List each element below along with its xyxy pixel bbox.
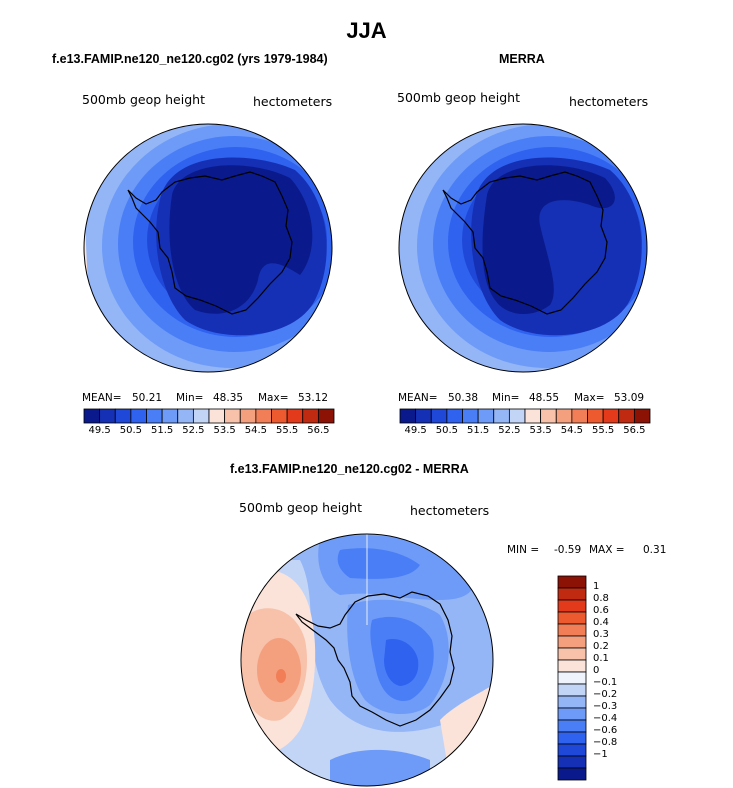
colorbar-swatch	[557, 719, 587, 733]
colorbar-tick-label: 51.5	[466, 425, 490, 436]
diff-colorbar	[557, 575, 587, 781]
colorbar-swatch	[557, 743, 587, 757]
diff-min-value: -0.59	[554, 544, 582, 556]
colorbar-tick-label: 56.5	[307, 425, 330, 436]
panel-2-title: MERRA	[499, 52, 545, 66]
colorbar-swatch	[557, 695, 587, 709]
panel-1-antarctica-outline	[127, 171, 293, 315]
colorbar-swatch	[557, 587, 587, 601]
panel-2-max-value: 53.09	[614, 392, 645, 404]
colorbar-tick-label: 0.8	[593, 593, 609, 604]
colorbar-tick-label: 51.5	[150, 425, 174, 436]
colorbar-tick-label: 0.6	[593, 605, 609, 616]
colorbar-swatch	[557, 755, 587, 769]
diff-panel-title: f.e13.FAMIP.ne120_ne120.cg02 - MERRA	[230, 462, 469, 476]
panel-2-units-label: hectometers	[569, 94, 649, 109]
colorbar-tick-label: 55.5	[591, 425, 615, 436]
panel-2-min-label: Min=	[492, 392, 520, 404]
panel-1-colorbar	[83, 408, 335, 424]
colorbar-swatch	[557, 731, 587, 745]
colorbar-tick-label: 55.5	[275, 425, 299, 436]
panel-2-mean-value: 50.38	[448, 392, 479, 404]
panel-2-min-value: 48.55	[529, 392, 560, 404]
colorbar-swatch	[557, 707, 587, 721]
colorbar-tick-label: −0.6	[593, 725, 618, 736]
colorbar-tick-label: 53.5	[213, 425, 236, 436]
panel-2-field-label: 500mb geop height	[397, 90, 520, 105]
colorbar-tick-label: 53.5	[529, 425, 552, 436]
colorbar-tick-label: −0.1	[593, 677, 618, 688]
colorbar-tick-label: −0.3	[593, 701, 618, 712]
diff-max-value: 0.31	[643, 544, 667, 556]
colorbar-tick-label: −0.4	[593, 713, 618, 724]
page-title: JJA	[346, 18, 387, 43]
diff-field-label: 500mb geop height	[239, 500, 362, 515]
colorbar-swatch	[557, 683, 587, 697]
colorbar-tick-label: −1	[593, 749, 608, 760]
colorbar-tick-label: 54.5	[560, 425, 583, 436]
colorbar-tick-label: 52.5	[182, 425, 205, 436]
colorbar-tick-label: 50.5	[119, 425, 142, 436]
colorbar-tick-label: 54.5	[244, 425, 267, 436]
panel-2-colorbar	[399, 408, 651, 424]
colorbar-tick-label: 52.5	[498, 425, 521, 436]
diff-min-label: MIN =	[507, 544, 540, 556]
colorbar-swatch	[557, 611, 587, 625]
panel-2-mean-label: MEAN=	[398, 392, 438, 404]
colorbar-swatch	[557, 575, 587, 589]
colorbar-tick-label: 0.3	[593, 629, 609, 640]
panel-1-mean-label: MEAN=	[82, 392, 122, 404]
diff-antarctica-outline	[295, 591, 455, 727]
colorbar-swatch	[557, 599, 587, 613]
panel-1-max-label: Max=	[258, 392, 289, 404]
panel-1-title: f.e13.FAMIP.ne120_ne120.cg02 (yrs 1979-1…	[52, 52, 328, 66]
colorbar-swatch	[317, 408, 335, 424]
panel-1-min-label: Min=	[176, 392, 204, 404]
panel-2-max-label: Max=	[574, 392, 605, 404]
panel-1-mean-value: 50.21	[132, 392, 163, 404]
colorbar-tick-label: 49.5	[88, 425, 111, 436]
diff-units-label: hectometers	[410, 503, 490, 518]
diff-max-label: MAX =	[589, 544, 625, 556]
colorbar-tick-label: −0.8	[593, 737, 618, 748]
colorbar-tick-label: 49.5	[404, 425, 427, 436]
colorbar-swatch	[557, 647, 587, 661]
colorbar-tick-label: 0.4	[593, 617, 609, 628]
panel-1-field-label: 500mb geop height	[82, 92, 205, 107]
panel-1-units-label: hectometers	[253, 94, 333, 109]
colorbar-tick-label: 1	[593, 581, 600, 592]
panel-1-max-value: 53.12	[298, 392, 329, 404]
colorbar-tick-label: 50.5	[435, 425, 458, 436]
panel-1-min-value: 48.35	[213, 392, 244, 404]
colorbar-swatch	[557, 635, 587, 649]
colorbar-swatch	[557, 671, 587, 685]
panel-2-antarctica-outline	[442, 171, 608, 315]
colorbar-tick-label: 0.2	[593, 641, 609, 652]
colorbar-swatch	[557, 659, 587, 673]
colorbar-swatch	[633, 408, 651, 424]
colorbar-swatch	[557, 767, 587, 781]
colorbar-tick-label: 0.1	[593, 653, 609, 664]
colorbar-tick-label: −0.2	[593, 689, 618, 700]
colorbar-swatch	[557, 623, 587, 637]
colorbar-tick-label: 0	[593, 665, 600, 676]
colorbar-tick-label: 56.5	[623, 425, 646, 436]
